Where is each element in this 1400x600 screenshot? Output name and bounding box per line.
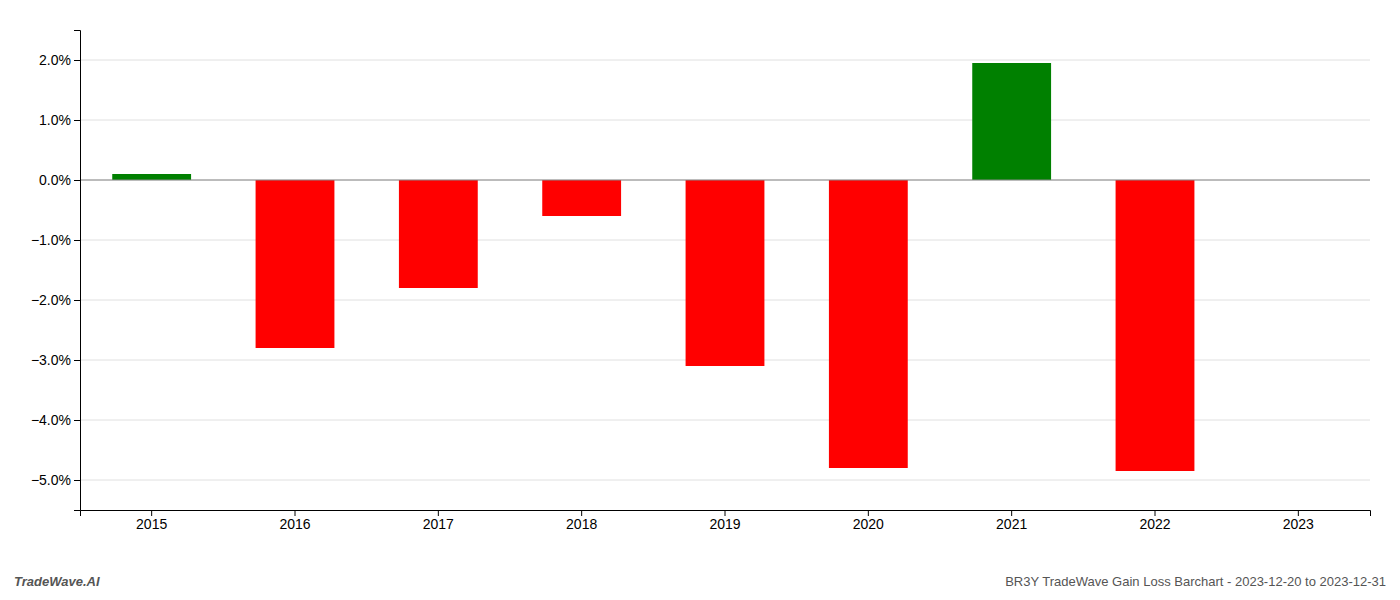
tick: 2023 (1283, 510, 1314, 532)
tick: 2.0% (39, 52, 80, 68)
tick-label: 2.0% (39, 52, 71, 68)
tick-label: 1.0% (39, 112, 71, 128)
bars (112, 63, 1194, 471)
tick-label: 2019 (709, 516, 740, 532)
tick-label: −2.0% (31, 292, 71, 308)
bar (829, 180, 908, 468)
tick-mark (74, 240, 80, 241)
grid-line (80, 60, 1370, 61)
tick-label: −1.0% (31, 232, 71, 248)
tick: −5.0% (31, 472, 80, 488)
tick: −1.0% (31, 232, 80, 248)
tick: 2020 (853, 510, 884, 532)
bar (256, 180, 335, 348)
grid-line (80, 120, 1370, 121)
tick-mark (74, 180, 80, 181)
tick-mark (74, 120, 80, 121)
chart: −5.0% −4.0% −3.0% −2.0% −1.0% 0.0% 1.0% 2.0% 201… (0, 0, 1400, 600)
tick: 2018 (566, 510, 597, 532)
tick: 2016 (279, 510, 310, 532)
grid-line (80, 180, 1370, 181)
tick-label: 2022 (1139, 516, 1170, 532)
tick: −4.0% (31, 412, 80, 428)
tick-label: 2017 (423, 516, 454, 532)
tick: 2015 (136, 510, 167, 532)
tick-label: −3.0% (31, 352, 71, 368)
tick: −3.0% (31, 352, 80, 368)
tick: 2022 (1139, 510, 1170, 532)
tick-mark (74, 60, 80, 61)
tick: 2019 (709, 510, 740, 532)
tick: 2017 (423, 510, 454, 532)
tick-label: 0.0% (39, 172, 71, 188)
tick-mark (74, 480, 80, 481)
tick-label: 2021 (996, 516, 1027, 532)
bar (542, 180, 621, 216)
grid-line (80, 480, 1370, 481)
tick-label: 2018 (566, 516, 597, 532)
tick: 2021 (996, 510, 1027, 532)
tick-mark (74, 300, 80, 301)
bar (686, 180, 765, 366)
tick-label: −5.0% (31, 472, 71, 488)
tick-label: 2023 (1283, 516, 1314, 532)
bar (399, 180, 478, 288)
tick-label: 2020 (853, 516, 884, 532)
tick: 1.0% (39, 112, 80, 128)
x-axis: 2015 2016 2017 2018 2019 2020 2021 2022 2023 (81, 510, 1371, 532)
tick-label: 2016 (279, 516, 310, 532)
tick-mark (74, 420, 80, 421)
tick: −2.0% (31, 292, 80, 308)
tick-mark (74, 360, 80, 361)
axis-line (74, 31, 81, 511)
tick: 0.0% (39, 172, 80, 188)
tick-label: −4.0% (31, 412, 71, 428)
bar (112, 174, 191, 180)
bar (1116, 180, 1195, 471)
plot: −5.0% −4.0% −3.0% −2.0% −1.0% 0.0% 1.0% 2.0% 201… (31, 31, 1371, 532)
bar (972, 63, 1051, 180)
footer: BR3Y TradeWave Gain Loss Barchart - 2023… (1005, 574, 1386, 589)
grid (80, 60, 1370, 480)
zero-line (80, 180, 1370, 181)
tick-label: 2015 (136, 516, 167, 532)
y-axis: −5.0% −4.0% −3.0% −2.0% −1.0% 0.0% 1.0% 2.0% (31, 31, 81, 511)
footer: TradeWave.AI (14, 574, 100, 589)
